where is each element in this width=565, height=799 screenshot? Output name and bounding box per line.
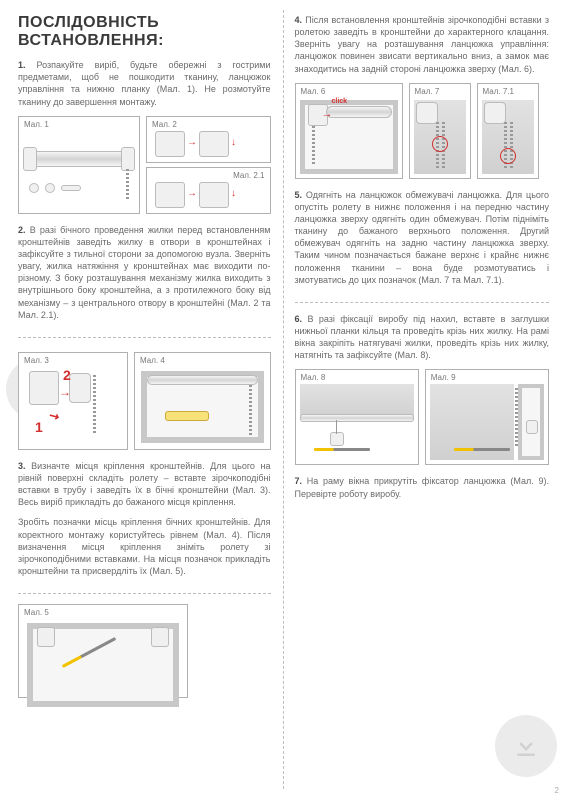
step-4-text: 4. Після встановлення кронштейнів зірочк…: [295, 14, 550, 75]
step-2-text: 2. В разі бічного проведення жилки перед…: [18, 224, 271, 321]
step-7-text: 7. На раму вікна прикрутіть фіксатор лан…: [295, 475, 550, 499]
vertical-divider: [283, 10, 284, 789]
step-1-body: Розпакуйте виріб, будьте обережні з гост…: [18, 60, 271, 106]
figure-9: Мал. 9: [425, 369, 549, 465]
step-2-body: В разі бічного проведення жилки перед вс…: [18, 225, 271, 320]
figure-7: Мал. 7: [409, 83, 471, 179]
figure-1: Мал. 1: [18, 116, 140, 214]
step-7-body: На раму вікна прикрутіть фіксатор ланцюж…: [295, 476, 550, 498]
figure-7-body: [410, 96, 470, 178]
step-7-number: 7.: [295, 476, 303, 486]
figure-6-body: → click: [296, 96, 402, 178]
fig-row-2: Мал. 3 1 2 ↘ → Мал. 4: [18, 352, 271, 450]
step-1-text: 1. Розпакуйте виріб, будьте обережні з г…: [18, 59, 271, 108]
step-6-body: В разі фіксації виробу під нахил, вставт…: [295, 314, 550, 360]
figure-2: Мал. 2 → ↓: [146, 116, 271, 163]
step-3-number: 3.: [18, 461, 26, 471]
step-5-body: Одягніть на ланцюжок обмежувачі ланцюжка…: [295, 190, 550, 285]
fig-row-1: Мал. 1 Мал. 2 →: [18, 116, 271, 214]
figure-3-label: Мал. 3: [19, 353, 127, 365]
figure-7-1-label: Мал. 7.1: [478, 84, 538, 96]
right-column: 4. Після встановлення кронштейнів зірочк…: [283, 0, 565, 799]
figure-5: Мал. 5: [18, 604, 188, 698]
figure-9-body: [426, 382, 548, 464]
figure-2-1-label: Мал. 2.1: [147, 168, 270, 180]
figure-2-label: Мал. 2: [147, 117, 270, 129]
figure-4-label: Мал. 4: [135, 353, 270, 365]
page-number: 2: [555, 786, 559, 795]
step-3-body-a: Визначте місця кріплення кронштейнів. Дл…: [18, 461, 271, 507]
figure-7-1: Мал. 7.1: [477, 83, 539, 179]
figure-4-body: [135, 365, 270, 449]
figure-4: Мал. 4: [134, 352, 271, 450]
step-3-text-a: 3. Визначте місця кріплення кронштейнів.…: [18, 460, 271, 509]
figure-8-body: [296, 382, 418, 464]
figure-1-label: Мал. 1: [19, 117, 139, 129]
step-6-number: 6.: [295, 314, 303, 324]
step-1-number: 1.: [18, 60, 26, 70]
step-4-body: Після встановлення кронштейнів зірочкопо…: [295, 15, 550, 74]
figure-7-label: Мал. 7: [410, 84, 470, 96]
step-6-text: 6. В разі фіксації виробу під нахил, вст…: [295, 313, 550, 362]
step-5-number: 5.: [295, 190, 303, 200]
fig-row-5: Мал. 8 Мал. 9: [295, 369, 550, 465]
fig-row-3: Мал. 5: [18, 604, 271, 698]
divider-right-1: [295, 302, 550, 303]
left-column: ПОСЛІДОВНІСТЬ ВСТАНОВЛЕННЯ: 1. Розпакуйт…: [0, 0, 283, 799]
figure-7-1-body: [478, 96, 538, 178]
download-arrow-icon: [511, 731, 541, 761]
figure-8: Мал. 8: [295, 369, 419, 465]
fig-row-4: Мал. 6 → click Мал. 7: [295, 83, 550, 179]
figure-3-body: 1 2 ↘ →: [19, 365, 127, 449]
step-4-number: 4.: [295, 15, 303, 25]
divider-left-2: [18, 593, 271, 594]
figure-6: Мал. 6 → click: [295, 83, 403, 179]
figure-8-label: Мал. 8: [296, 370, 418, 382]
divider-left-1: [18, 337, 271, 338]
step-3-text-b: Зробіть позначки місць кріплення бічних …: [18, 516, 271, 577]
figure-3: Мал. 3 1 2 ↘ →: [18, 352, 128, 450]
step-2-number: 2.: [18, 225, 26, 235]
figure-5-body: [19, 617, 187, 697]
figure-2-1-body: → ↓: [147, 180, 270, 213]
watermark-icon-2: [495, 715, 557, 777]
figure-9-label: Мал. 9: [426, 370, 548, 382]
figure-6-click-label: click: [332, 98, 348, 105]
figure-5-label: Мал. 5: [19, 605, 187, 617]
figure-2-body: → ↓: [147, 129, 270, 162]
figure-1-body: [19, 129, 139, 213]
page-title: ПОСЛІДОВНІСТЬ ВСТАНОВЛЕННЯ:: [18, 14, 271, 49]
step-5-text: 5. Одягніть на ланцюжок обмежувачі ланцю…: [295, 189, 550, 286]
figure-2-1: Мал. 2.1 → ↓: [146, 167, 271, 214]
page: ПОСЛІДОВНІСТЬ ВСТАНОВЛЕННЯ: 1. Розпакуйт…: [0, 0, 565, 799]
figure-6-label: Мал. 6: [296, 84, 402, 96]
